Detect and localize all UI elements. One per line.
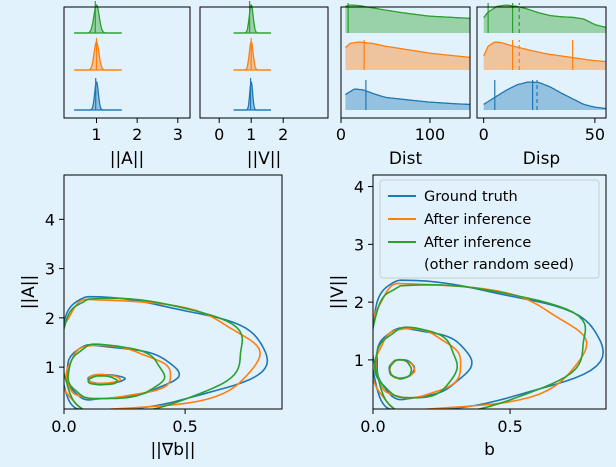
x-axis-label: b — [484, 440, 495, 460]
y-tick-label: 3 — [354, 235, 364, 254]
x-tick-label: 2 — [132, 125, 142, 144]
density-fill — [233, 5, 271, 33]
y-tick-label: 2 — [354, 293, 364, 312]
contour-line — [64, 297, 244, 409]
density-curve — [344, 41, 471, 59]
y-tick-label: 1 — [354, 351, 364, 370]
x-tick-label: 100 — [415, 125, 446, 144]
x-tick-label: 0 — [336, 125, 346, 144]
x-tick-label: 0 — [479, 125, 489, 144]
legend-label: After inference — [424, 212, 531, 228]
contour-line — [373, 283, 587, 409]
y-tick-label: 3 — [45, 260, 55, 279]
x-tick-label: 0.5 — [497, 417, 522, 436]
x-tick-label: 1 — [91, 125, 101, 144]
x-tick-label: 50 — [585, 125, 605, 144]
x-axis-label: ||A|| — [110, 149, 145, 169]
contour-line — [373, 279, 605, 409]
density-fill — [483, 42, 606, 70]
density-fill — [74, 42, 122, 70]
x-axis-label: ||∇b|| — [150, 440, 195, 460]
contour-line — [374, 327, 462, 399]
density-curve — [74, 81, 122, 111]
density-curve — [483, 4, 607, 29]
x-axis-label: ||V|| — [247, 149, 282, 169]
contour-line — [373, 282, 588, 409]
axes-frame — [63, 174, 283, 410]
density-fill — [345, 89, 470, 110]
y-axis-label: ||A|| — [19, 275, 39, 310]
x-tick-label: 3 — [173, 125, 183, 144]
contour-line — [373, 326, 458, 399]
y-tick-label: 4 — [354, 178, 364, 197]
legend-box — [379, 179, 600, 279]
contour-group — [373, 279, 605, 409]
axes-frame — [372, 174, 607, 410]
density-fill — [483, 5, 606, 33]
axes-frame — [476, 6, 607, 119]
contour-line — [64, 298, 261, 409]
y-tick-label: 4 — [45, 210, 55, 229]
legend-label: Ground truth — [424, 189, 518, 205]
y-tick-label: 1 — [45, 358, 55, 377]
density-curve — [74, 4, 122, 34]
density-fill — [483, 82, 606, 110]
x-tick-label: 2 — [278, 125, 288, 144]
density-curve — [233, 4, 271, 34]
x-tick-label: 0.5 — [172, 417, 197, 436]
density-fill — [345, 42, 470, 70]
contour-line — [64, 295, 269, 409]
contour-line — [388, 358, 413, 379]
density-fill — [74, 5, 122, 33]
contour-line — [65, 344, 172, 400]
axes-frame — [63, 6, 191, 119]
x-axis-label: Dist — [389, 149, 423, 169]
density-curve — [233, 81, 271, 111]
density-fill — [233, 42, 271, 70]
y-axis-label: ||V|| — [328, 275, 348, 310]
density-fill — [74, 82, 122, 110]
y-tick-label: 2 — [45, 309, 55, 328]
density-curve — [483, 41, 607, 63]
legend-label: After inference — [424, 235, 531, 251]
legend-label-continued: (other random seed) — [424, 257, 574, 273]
axes-frame — [199, 6, 329, 119]
x-axis-label: Disp — [523, 149, 560, 169]
x-tick-label: 0.0 — [51, 417, 76, 436]
contour-line — [87, 375, 119, 386]
contour-line — [67, 343, 166, 400]
density-curve — [483, 81, 607, 110]
x-tick-label: 1 — [246, 125, 256, 144]
axes-frame — [340, 6, 471, 119]
density-fill — [345, 5, 470, 33]
x-tick-label: 0 — [214, 125, 224, 144]
contour-group — [64, 295, 269, 409]
x-tick-label: 0.0 — [360, 417, 385, 436]
